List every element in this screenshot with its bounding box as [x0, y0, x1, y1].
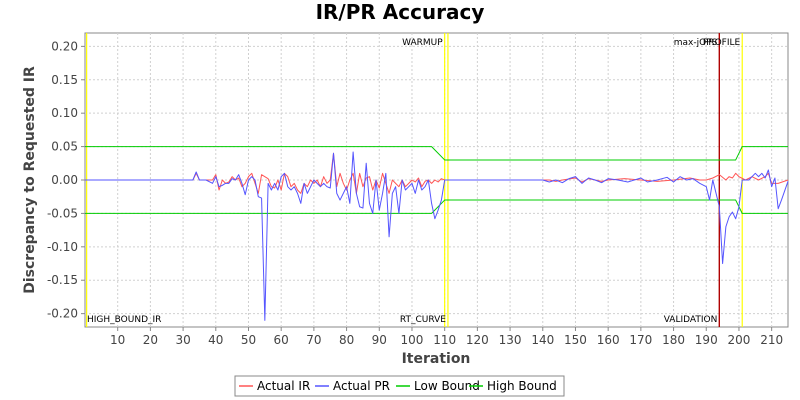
y-axis-label: Discrepancy to Requested IR [22, 66, 38, 294]
y-tick-label: -0.15 [47, 273, 78, 287]
y-tick-label: 0.00 [51, 173, 78, 187]
x-tick-label: 10 [110, 333, 125, 347]
y-tick-label: 0.10 [51, 106, 78, 120]
chart-title: IR/PR Accuracy [316, 0, 485, 24]
x-tick-label: 210 [760, 333, 783, 347]
x-tick-label: 170 [629, 333, 652, 347]
series-line-high-bound [85, 146, 788, 161]
phase-marker-label: PROFILE [703, 38, 741, 48]
phase-marker-label: max-jOPS [674, 38, 718, 48]
y-tick-label: 0.05 [51, 140, 78, 154]
x-tick-label: 180 [662, 333, 685, 347]
x-tick-label: 40 [208, 333, 223, 347]
legend: Actual IR Actual PR Low Bound High Bound [234, 375, 565, 397]
x-tick-label: 100 [401, 333, 424, 347]
phase-marker-label: HIGH_BOUND_IR [87, 315, 161, 325]
y-axis-ticks: -0.20 -0.15 -0.10 -0.05 0.00 0.05 0.10 0.15 0.20 [47, 39, 85, 321]
legend-entry: Actual IR [257, 379, 310, 393]
y-tick-label: -0.05 [47, 206, 78, 220]
x-tick-label: 120 [466, 333, 489, 347]
phase-marker-label: RT_CURVE [400, 315, 446, 325]
y-tick-label: -0.20 [47, 307, 78, 321]
legend-entry: Actual PR [333, 379, 390, 393]
x-tick-label: 140 [531, 333, 554, 347]
x-tick-label: 70 [306, 333, 321, 347]
x-tick-label: 50 [241, 333, 256, 347]
phase-marker-label: VALIDATION [664, 315, 718, 325]
y-tick-label: 0.15 [51, 73, 78, 87]
x-tick-label: 130 [499, 333, 522, 347]
x-tick-label: 30 [175, 333, 190, 347]
legend-entry: High Bound [487, 379, 557, 393]
y-tick-label: 0.20 [51, 39, 78, 53]
y-tick-label: -0.10 [47, 240, 78, 254]
series-line-low-bound [85, 199, 788, 214]
x-tick-label: 90 [372, 333, 387, 347]
x-tick-label: 150 [564, 333, 587, 347]
x-tick-label: 80 [339, 333, 354, 347]
x-axis-ticks: 10 20 30 40 50 60 70 80 90 100 110 120 130 140 150 160 1… [110, 327, 783, 347]
x-tick-label: 110 [433, 333, 456, 347]
x-tick-label: 200 [728, 333, 751, 347]
x-tick-label: 160 [597, 333, 620, 347]
legend-entry: Low Bound [414, 379, 480, 393]
x-tick-label: 20 [143, 333, 158, 347]
series-line-actual-ir [85, 152, 789, 194]
series-lines [85, 146, 789, 321]
x-tick-label: 190 [695, 333, 718, 347]
x-tick-label: 60 [274, 333, 289, 347]
phase-marker-label: WARMUP [402, 38, 443, 48]
series-line-actual-pr [85, 151, 789, 321]
x-axis-label: Iteration [402, 351, 471, 367]
